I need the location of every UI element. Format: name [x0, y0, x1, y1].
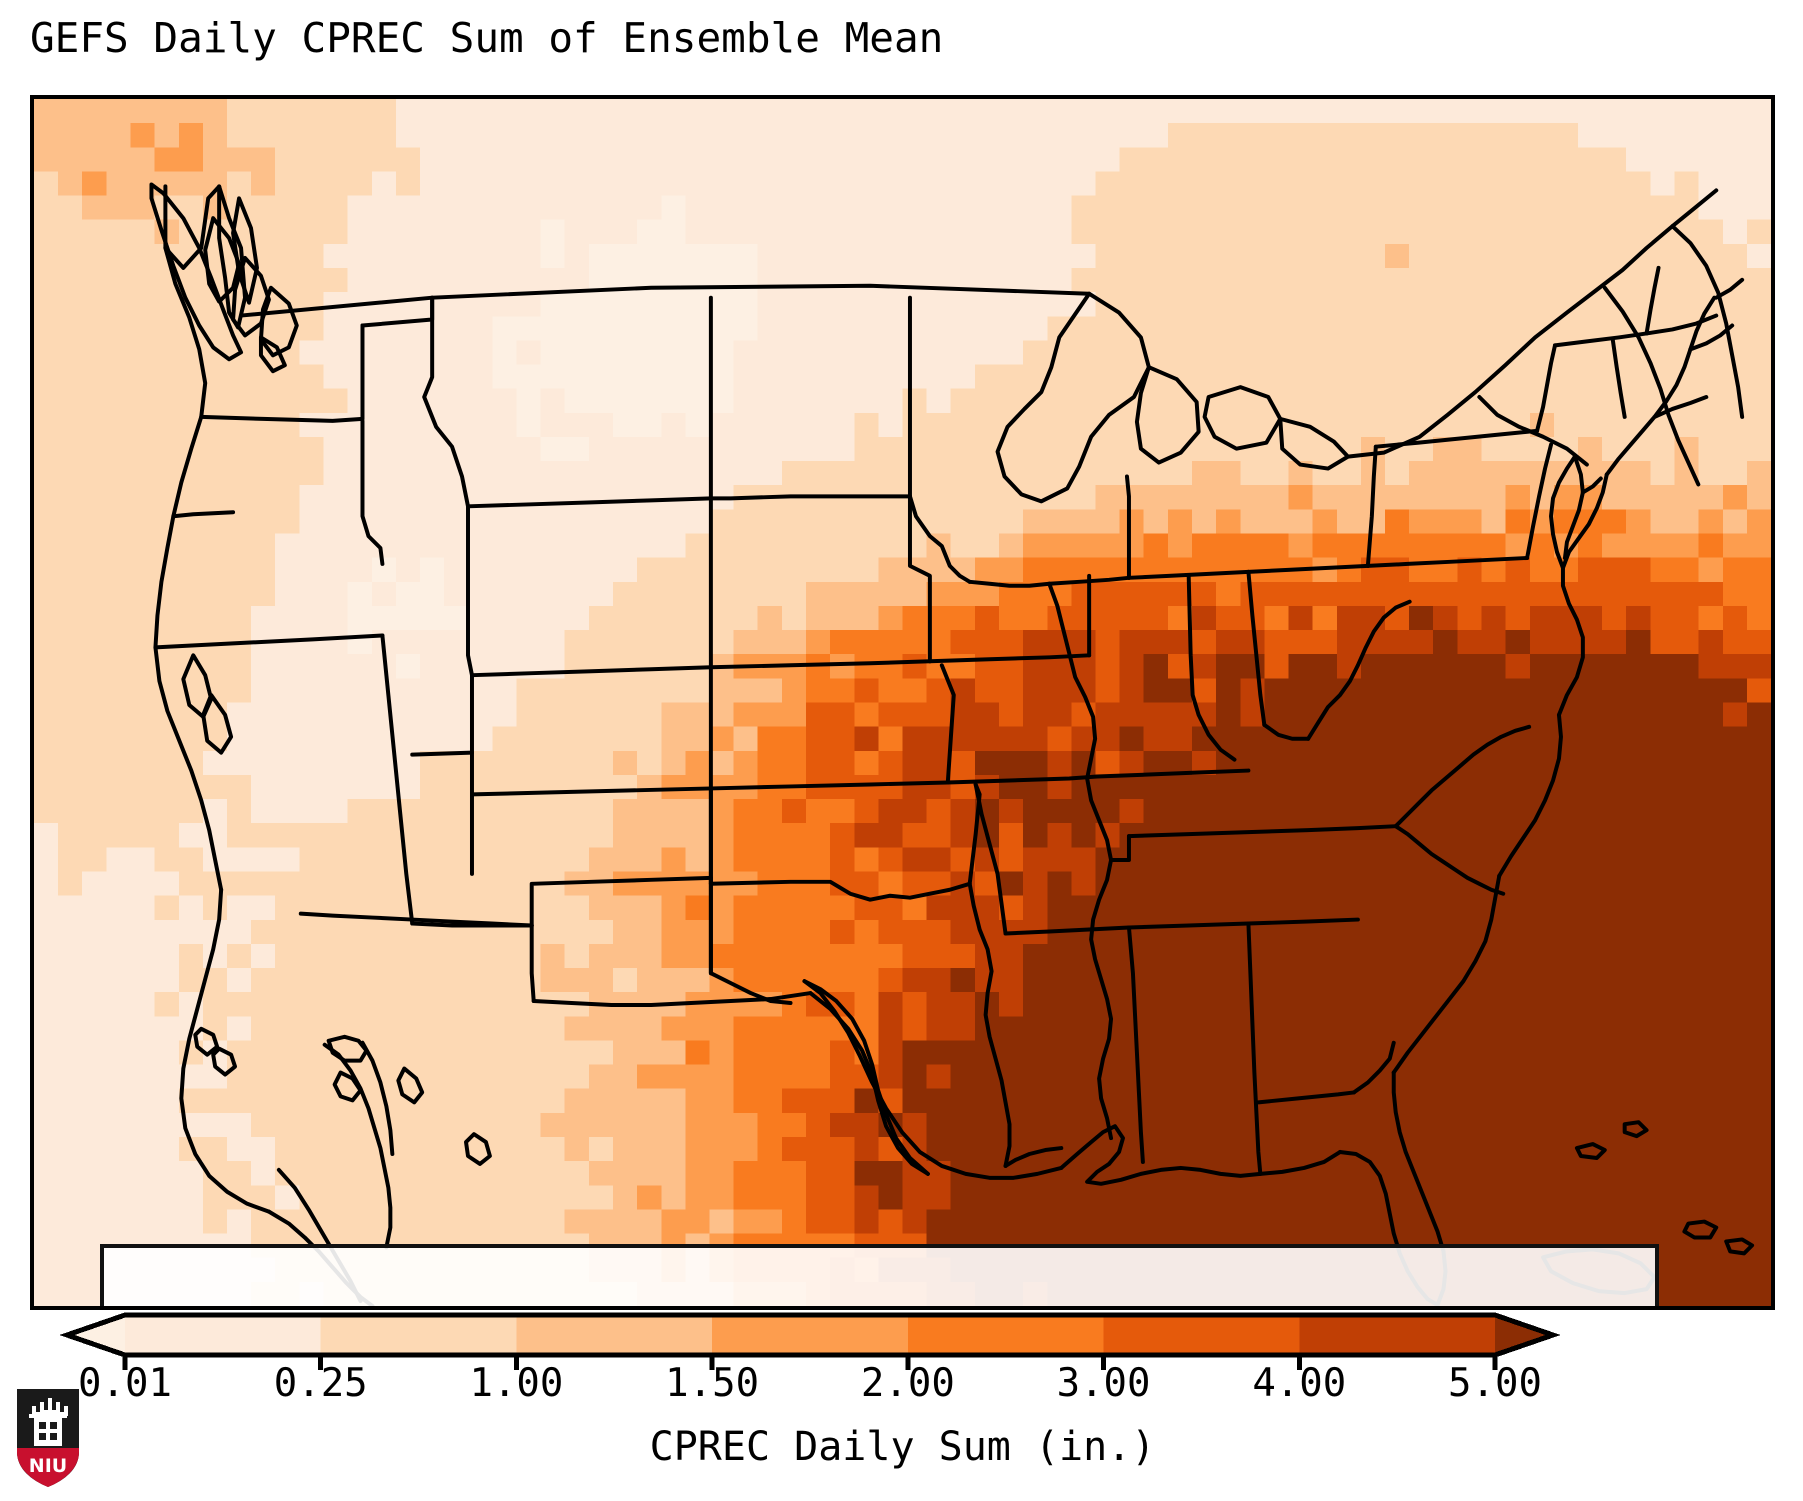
geography-outlines	[149, 182, 1755, 1306]
colorbar-tick-label: 5.00	[1448, 1361, 1542, 1406]
niu-logo-text: NIU	[29, 1455, 67, 1477]
colorbar-band	[907, 1315, 1105, 1355]
colorbar-band	[712, 1315, 909, 1355]
niu-logo: NIU	[15, 1387, 81, 1490]
colorbar-band	[1299, 1315, 1496, 1355]
colorbar-tick-label: 1.50	[665, 1361, 760, 1406]
colorbar-band	[1103, 1315, 1300, 1355]
colorbar-band	[125, 1315, 322, 1355]
colorbar-axis-label: CPREC Daily Sum (in.)	[649, 1424, 1156, 1470]
page-title: GEFS Daily CPREC Sum of Ensemble Mean	[30, 14, 944, 62]
colorbar-tick-label: 0.01	[78, 1361, 172, 1406]
colorbar-tick-label: 2.00	[860, 1361, 955, 1406]
forecast-info-box: Valid: 2025-10-17 12:00 UTC to 2025-10-1…	[100, 1244, 1659, 1306]
colorbar-tick-label: 3.00	[1056, 1361, 1151, 1406]
colorbar: 0.01 0.25 1.00 1.50 2.00 3.00 4.00 5.00 CPREC D…	[30, 1311, 1775, 1501]
colorbar-swatches	[59, 1312, 1561, 1370]
castle-tower-icon	[29, 1398, 68, 1446]
precip-heatmap	[34, 99, 1771, 1306]
colorbar-tick-label: 4.00	[1252, 1361, 1347, 1406]
shield-red-band	[17, 1448, 79, 1487]
colorbar-band	[516, 1315, 713, 1355]
map-panel: Valid: 2025-10-17 12:00 UTC to 2025-10-1…	[30, 95, 1775, 1310]
precip-grid-cells	[34, 99, 1771, 1306]
colorbar-tick-label: 0.25	[273, 1361, 368, 1406]
colorbar-tick-label: 1.00	[469, 1361, 564, 1406]
colorbar-under-arrow	[67, 1315, 125, 1355]
tower-windows	[39, 1422, 57, 1440]
colorbar-over-arrow	[1495, 1315, 1553, 1355]
colorbar-band	[320, 1315, 518, 1355]
